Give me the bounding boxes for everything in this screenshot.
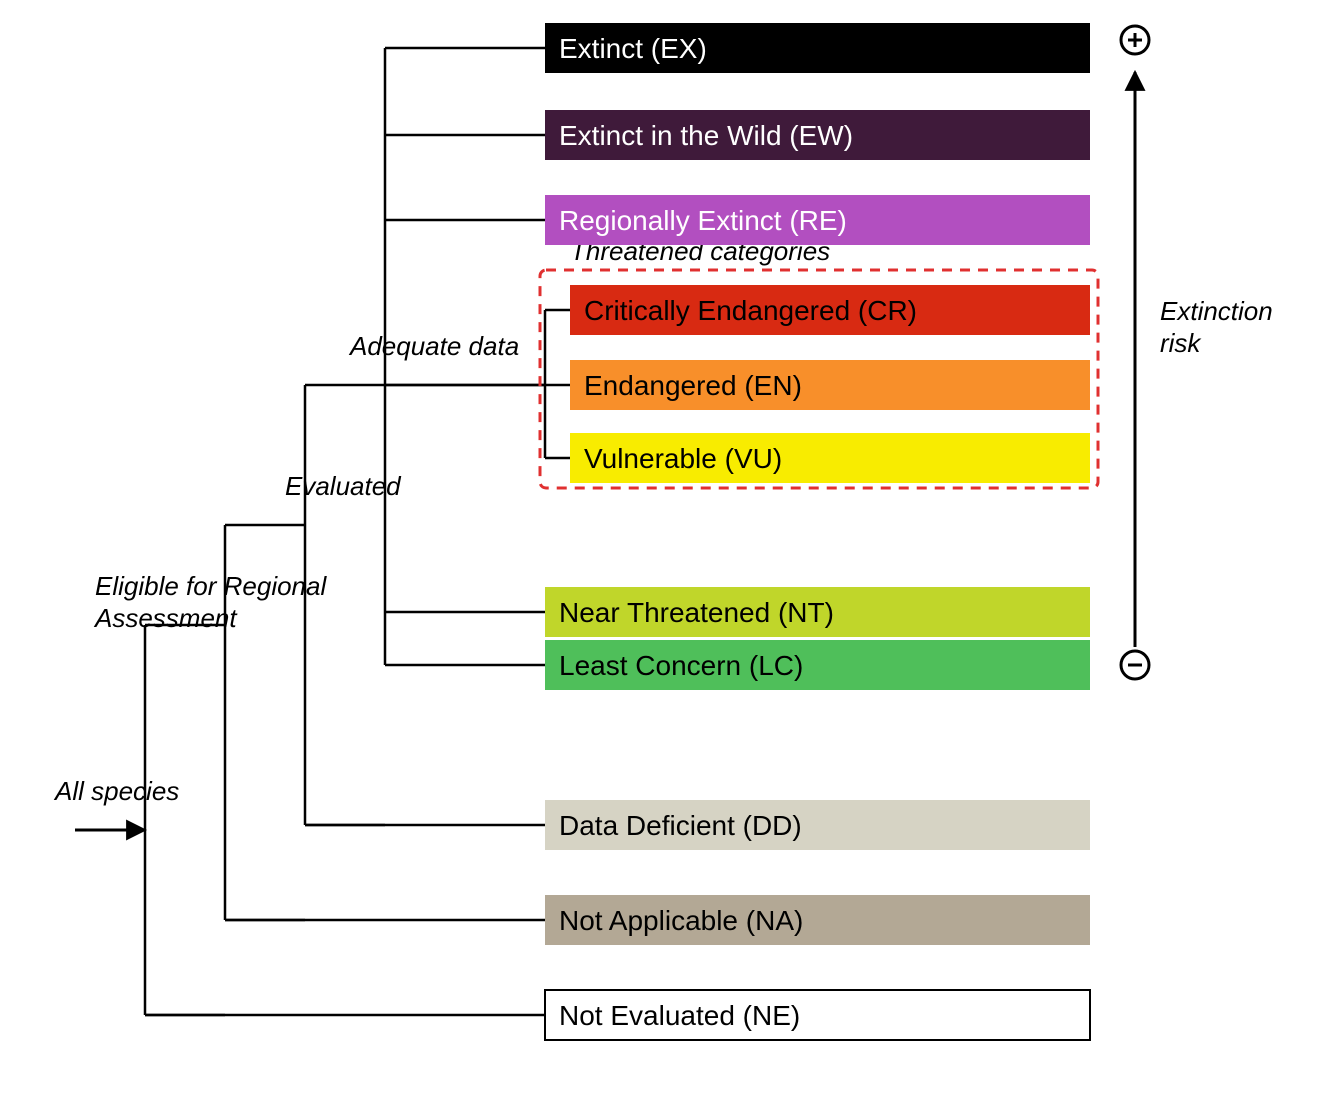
- category-label: Regionally Extinct (RE): [559, 205, 847, 236]
- category-label: Least Concern (LC): [559, 650, 803, 681]
- category-label: Endangered (EN): [584, 370, 802, 401]
- evaluated-label: Evaluated: [285, 471, 402, 501]
- adequate-label: Adequate data: [348, 331, 519, 361]
- category-label: Not Evaluated (NE): [559, 1000, 800, 1031]
- category-label: Near Threatened (NT): [559, 597, 834, 628]
- category-label: Extinct in the Wild (EW): [559, 120, 853, 151]
- risk-label: Extinctionrisk: [1160, 296, 1273, 358]
- eligible-label: Eligible for RegionalAssessment: [93, 571, 327, 633]
- category-label: Critically Endangered (CR): [584, 295, 917, 326]
- all-species-label: All species: [53, 776, 179, 806]
- category-label: Vulnerable (VU): [584, 443, 782, 474]
- category-label: Not Applicable (NA): [559, 905, 803, 936]
- category-label: Data Deficient (DD): [559, 810, 802, 841]
- category-label: Extinct (EX): [559, 33, 707, 64]
